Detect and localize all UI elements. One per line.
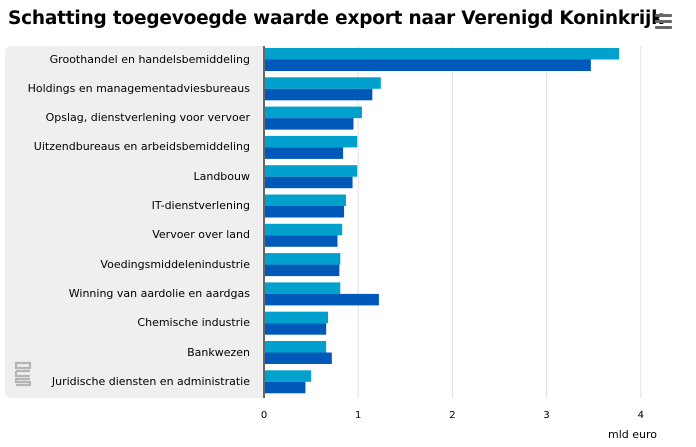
category-label: Opslag, dienstverlening voor vervoer	[45, 111, 250, 125]
category-label: Vervoer over land	[152, 228, 250, 242]
bar-series-2[interactable]	[264, 176, 353, 189]
bar-series-1[interactable]	[264, 165, 358, 177]
bar-series-1[interactable]	[264, 106, 362, 119]
x-tick-label: 4	[637, 410, 644, 421]
bar-series-1[interactable]	[264, 77, 381, 89]
bar-series-2[interactable]	[264, 264, 340, 277]
bar-series-2[interactable]	[264, 352, 332, 365]
bar-series-2[interactable]	[264, 88, 373, 101]
category-label: Chemische industrie	[137, 316, 250, 330]
category-label: Landbouw	[193, 169, 250, 183]
bar-series-1[interactable]	[264, 341, 327, 353]
bar-series-1[interactable]	[264, 311, 329, 324]
category-label: Winning van aardolie en aardgas	[68, 286, 250, 300]
bar-series-1[interactable]	[264, 370, 312, 382]
category-label: Voedingsmiddelenindustrie	[100, 257, 250, 271]
x-tick-label: 1	[355, 410, 362, 421]
category-label: Uitzendbureaus en arbeidsbemiddeling	[33, 140, 250, 154]
category-label: Holdings en managementadviesbureaus	[27, 81, 250, 95]
x-tick-label: 0	[260, 410, 268, 421]
category-label: Bankwezen	[187, 345, 250, 359]
bar-series-2[interactable]	[264, 381, 306, 394]
bar-series-2[interactable]	[264, 235, 338, 247]
category-label: Groothandel en handelsbemiddeling	[49, 52, 250, 66]
bar-series-2[interactable]	[264, 323, 327, 335]
category-label-panel	[5, 46, 264, 398]
cbs-logo-icon	[14, 361, 32, 387]
bar-series-2[interactable]	[264, 206, 345, 218]
hamburger-menu-icon[interactable]	[655, 14, 672, 30]
bar-series-2[interactable]	[264, 293, 379, 306]
bar-series-1[interactable]	[264, 48, 620, 60]
bar-series-2[interactable]	[264, 147, 344, 159]
bar-series-1[interactable]	[264, 135, 358, 148]
bar-series-2[interactable]	[264, 118, 354, 130]
bar-series-1[interactable]	[264, 194, 346, 207]
category-label: Juridische diensten en administratie	[51, 374, 250, 388]
bar-series-2[interactable]	[264, 59, 591, 72]
x-axis-label: mld euro	[608, 428, 658, 441]
chart-title: Schatting toegevoegde waarde export naar…	[8, 8, 664, 29]
bar-series-1[interactable]	[264, 223, 343, 236]
bar-series-1[interactable]	[264, 282, 341, 294]
bar-series-1[interactable]	[264, 253, 341, 265]
x-tick-label: 3	[543, 410, 550, 421]
x-tick-label: 2	[449, 410, 456, 421]
category-label: IT-dienstverlening	[151, 199, 250, 212]
